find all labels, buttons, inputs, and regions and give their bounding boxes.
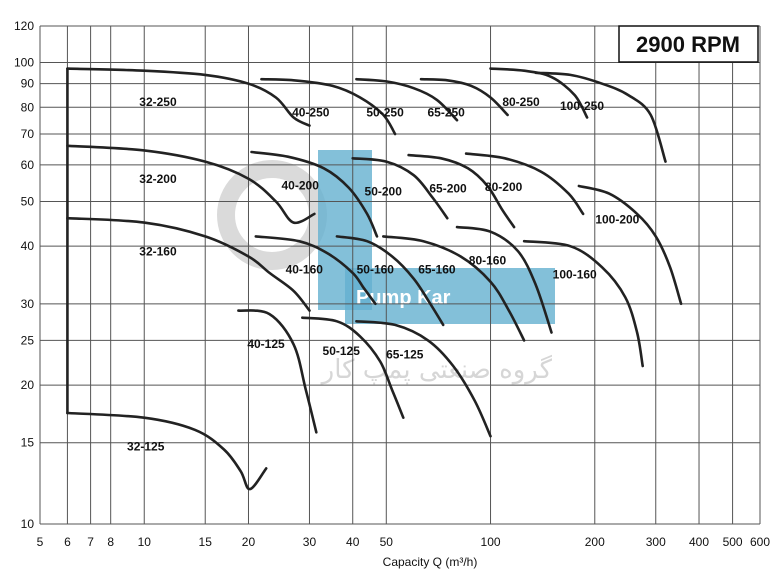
- pump-curve-40-160: [254, 235, 377, 306]
- series-label-80-200: 80-200: [485, 180, 523, 194]
- series-label-32-250: 32-250: [139, 95, 177, 109]
- y-tick-label: 50: [21, 194, 35, 208]
- rpm-box: 2900 RPM: [618, 25, 759, 63]
- y-tick-label: 40: [21, 239, 35, 253]
- x-tick-label: 500: [723, 535, 743, 549]
- x-tick-label: 7: [87, 535, 94, 549]
- x-tick-label: 10: [138, 535, 152, 549]
- series-label-100-250: 100-250: [560, 99, 604, 113]
- y-tick-label: 25: [21, 333, 35, 347]
- x-tick-label: 200: [585, 535, 605, 549]
- rpm-box-frame: [618, 25, 759, 63]
- pump-curve-50-250: [355, 77, 459, 122]
- series-label-50-125: 50-125: [323, 344, 361, 358]
- pump-curve-50-125: [301, 316, 405, 419]
- series-label-32-200: 32-200: [139, 172, 177, 186]
- series-label-65-160: 65-160: [418, 263, 456, 277]
- x-tick-label: 8: [107, 535, 114, 549]
- x-tick-label: 6: [64, 535, 71, 549]
- series-label-32-125: 32-125: [127, 439, 165, 453]
- y-tick-label: 20: [21, 378, 35, 392]
- y-tick-label: 90: [21, 77, 35, 91]
- x-tick-label: 50: [380, 535, 394, 549]
- series-label-32-160: 32-160: [139, 245, 177, 259]
- x-tick-label: 5: [37, 535, 44, 549]
- pump-curve-32-125: [66, 411, 268, 491]
- pump-curves: [66, 67, 683, 491]
- x-axis-ticks: 5 6 7 8 10 15 20 30 40 50 100 200 300 400 500 600: [37, 535, 771, 549]
- pump-curve-100-160: [522, 239, 644, 368]
- x-tick-label: 30: [303, 535, 317, 549]
- y-tick-label: 120: [14, 19, 34, 33]
- y-tick-label: 10: [21, 517, 35, 531]
- x-tick-label: 40: [346, 535, 360, 549]
- pump-curve-32-160: [66, 216, 311, 312]
- y-tick-label: 70: [21, 127, 35, 141]
- x-tick-label: 100: [481, 535, 501, 549]
- pump-curve-65-160: [382, 235, 526, 342]
- x-tick-label: 300: [646, 535, 666, 549]
- pump-curve-80-160: [455, 225, 553, 334]
- x-tick-label: 600: [750, 535, 770, 549]
- x-tick-label: 20: [242, 535, 256, 549]
- pump-curve-50-160: [335, 235, 445, 327]
- series-label-100-200: 100-200: [595, 212, 639, 226]
- series-label-80-160: 80-160: [469, 253, 507, 267]
- pump-curve-40-200: [250, 150, 379, 238]
- pump-curve-65-200: [407, 153, 516, 229]
- y-tick-label: 80: [21, 100, 35, 114]
- x-tick-label: 15: [199, 535, 213, 549]
- pump-curve-32-200: [66, 144, 316, 225]
- series-label-65-250: 65-250: [427, 106, 465, 120]
- pump-curve-40-250: [260, 77, 397, 136]
- series-label-80-250: 80-250: [502, 95, 540, 109]
- x-tick-label: 400: [689, 535, 709, 549]
- series-label-40-125: 40-125: [247, 337, 285, 351]
- pump-curve-40-125: [237, 309, 318, 434]
- x-axis-label: Capacity Q (m³/h): [383, 555, 478, 569]
- series-label-100-160: 100-160: [553, 268, 597, 282]
- pump-curve-65-250: [419, 77, 509, 117]
- pump-curve-100-200: [577, 184, 683, 306]
- series-label-50-250: 50-250: [366, 106, 404, 120]
- pump-model-labels: 32-250 32-200 32-160 32-125 40-250 40-200 40-1…: [127, 95, 640, 453]
- pump-curve-50-200: [351, 157, 449, 220]
- y-tick-label: 60: [21, 158, 35, 172]
- watermark-persian-text: گروه صنعتی پمپ کار: [320, 354, 553, 385]
- series-label-40-250: 40-250: [292, 106, 330, 120]
- series-label-65-125: 65-125: [386, 348, 424, 362]
- y-axis-ticks: 10 15 20 25 30 40 50 60 70 80 90 100 120: [14, 19, 34, 531]
- pump-curve-80-200: [464, 152, 585, 216]
- y-tick-label: 100: [14, 56, 34, 70]
- pump-curve-32-250: [66, 67, 311, 127]
- y-tick-label: 15: [21, 436, 35, 450]
- series-label-50-200: 50-200: [365, 185, 403, 199]
- logo-bar-bottom: [345, 268, 555, 324]
- series-label-50-160: 50-160: [357, 263, 395, 277]
- chart-title: 2900 RPM: [636, 32, 740, 57]
- pump-curve-100-250: [534, 71, 667, 163]
- pump-kar-watermark: Pump Kar گروه صنعتی پمپ کار: [217, 150, 555, 385]
- pump-curve-80-250: [489, 67, 589, 119]
- series-label-65-200: 65-200: [429, 181, 467, 195]
- y-tick-label: 30: [21, 297, 35, 311]
- pump-curve-65-125: [355, 320, 492, 438]
- series-label-40-200: 40-200: [282, 178, 320, 192]
- series-label-40-160: 40-160: [286, 263, 324, 277]
